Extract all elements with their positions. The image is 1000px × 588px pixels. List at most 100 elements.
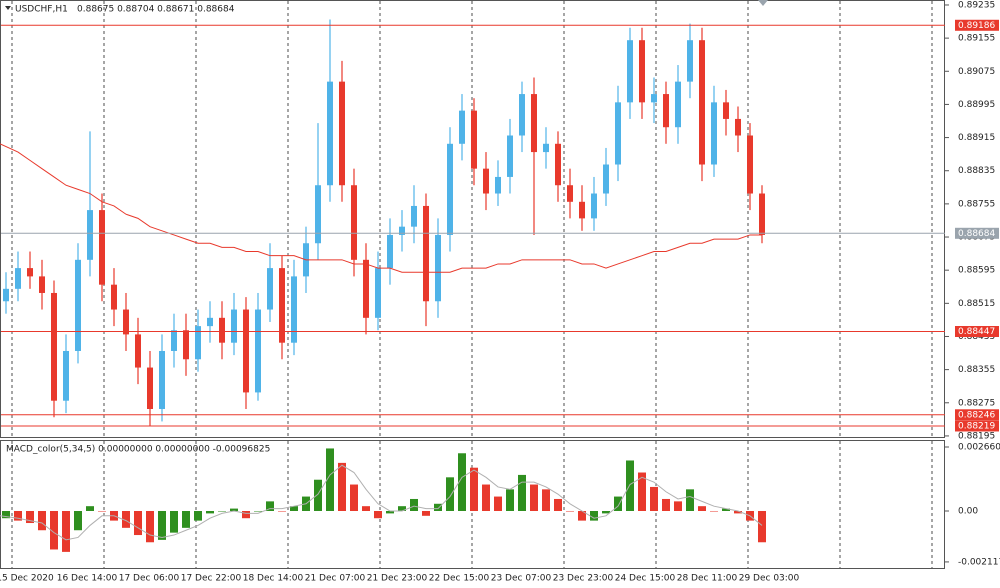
macd-bar bbox=[434, 503, 442, 511]
macd-bar bbox=[266, 501, 274, 511]
macd-bar bbox=[62, 510, 70, 552]
candle-body bbox=[543, 143, 549, 153]
candle-body bbox=[267, 268, 273, 310]
macd-bar bbox=[206, 510, 214, 514]
macd-bar bbox=[170, 510, 178, 533]
macd-bar bbox=[50, 510, 58, 550]
y-tick-label: 0.88595 bbox=[958, 266, 995, 276]
candle-body bbox=[651, 94, 657, 103]
candle-body bbox=[747, 135, 753, 194]
x-tick-label: 17 Dec 06:00 bbox=[119, 574, 180, 584]
candle-body bbox=[339, 81, 345, 186]
candle-body bbox=[375, 268, 381, 318]
x-tick-label: 18 Dec 14:00 bbox=[243, 574, 304, 584]
macd-label: MACD_color(5,34,5) 0.00000000 0.00000000… bbox=[6, 445, 270, 455]
candle-body bbox=[123, 309, 129, 335]
macd-bar bbox=[650, 486, 658, 511]
macd-bar bbox=[674, 501, 682, 511]
macd-bar bbox=[410, 498, 418, 511]
macd-bar bbox=[386, 510, 394, 514]
candle-body bbox=[363, 259, 369, 318]
candle-body bbox=[195, 326, 201, 360]
candle-body bbox=[555, 143, 561, 186]
menu-arrow[interactable] bbox=[5, 6, 11, 10]
candle-body bbox=[591, 193, 597, 219]
candle-body bbox=[507, 135, 513, 177]
candle-body bbox=[687, 40, 693, 82]
candle-body bbox=[627, 40, 633, 103]
candle-body bbox=[159, 350, 165, 409]
macd-bar bbox=[2, 510, 10, 519]
macd-tick-label: 0.00 bbox=[958, 506, 978, 516]
candle-body bbox=[447, 143, 453, 235]
candle-body bbox=[399, 226, 405, 235]
candle-body bbox=[243, 309, 249, 393]
macd-bar bbox=[554, 498, 562, 511]
candle-body bbox=[219, 317, 225, 343]
candle-body bbox=[495, 176, 501, 194]
macd-bar bbox=[566, 510, 574, 512]
macd-bar bbox=[758, 510, 766, 543]
candle-body bbox=[135, 334, 141, 368]
macd-bar bbox=[398, 506, 406, 511]
candle-body bbox=[531, 94, 537, 153]
candle-body bbox=[99, 210, 105, 285]
candle-body bbox=[147, 367, 153, 409]
x-tick-label: 22 Dec 15:00 bbox=[429, 574, 490, 584]
macd-bar bbox=[242, 510, 250, 519]
y-tick-label: 0.88515 bbox=[958, 299, 995, 309]
candle-body bbox=[207, 317, 213, 327]
level-tag bbox=[955, 227, 999, 239]
macd-bar bbox=[626, 460, 634, 511]
candle-body bbox=[411, 205, 417, 227]
macd-bar bbox=[734, 510, 742, 514]
level-label: 0.88447 bbox=[958, 327, 995, 337]
y-tick-label: 0.88755 bbox=[958, 199, 995, 209]
macd-bar bbox=[98, 510, 106, 512]
macd-bar bbox=[134, 510, 142, 536]
macd-bar bbox=[158, 510, 166, 540]
level-tag bbox=[955, 409, 999, 421]
candle-body bbox=[111, 284, 117, 310]
macd-bar bbox=[122, 510, 130, 528]
macd-bar bbox=[458, 453, 466, 511]
x-tick-label: 21 Dec 07:00 bbox=[305, 574, 366, 584]
macd-bar bbox=[470, 467, 478, 511]
level-label: 0.88684 bbox=[958, 229, 995, 239]
macd-tick-label: 0.0026609 bbox=[958, 442, 1000, 452]
macd-bar bbox=[326, 448, 334, 511]
macd-signal bbox=[0, 464, 763, 541]
x-tick-label: 28 Dec 11:00 bbox=[677, 574, 738, 584]
candle-body bbox=[171, 330, 177, 351]
x-tick-label: 23 Dec 23:00 bbox=[553, 574, 614, 584]
x-tick-label: 23 Dec 07:00 bbox=[491, 574, 552, 584]
macd-bar bbox=[146, 510, 154, 543]
macd-bar bbox=[218, 510, 226, 512]
candle-body bbox=[735, 118, 741, 136]
candle-body bbox=[387, 234, 393, 269]
candle-body bbox=[279, 268, 285, 343]
candle-body bbox=[15, 268, 21, 289]
macd-bar bbox=[494, 496, 502, 511]
macd-bar bbox=[374, 510, 382, 519]
macd-bar bbox=[350, 484, 358, 511]
candle-body bbox=[231, 309, 237, 343]
macd-bar bbox=[14, 510, 22, 521]
candle-body bbox=[3, 288, 9, 302]
candle-body bbox=[423, 205, 429, 302]
y-tick-label: 0.89155 bbox=[958, 34, 995, 44]
level-tag bbox=[955, 326, 999, 338]
level-tag bbox=[955, 19, 999, 31]
macd-bar bbox=[230, 508, 238, 511]
macd-bar bbox=[446, 477, 454, 511]
macd-panel bbox=[0, 440, 945, 569]
shift-marker[interactable] bbox=[758, 0, 768, 6]
candle-body bbox=[351, 185, 357, 260]
candle-body bbox=[759, 193, 765, 235]
macd-tick-label: -0.0021170 bbox=[958, 557, 1000, 567]
macd-bar bbox=[314, 479, 322, 511]
macd-bar bbox=[722, 508, 730, 511]
macd-bar bbox=[338, 462, 346, 511]
macd-bar bbox=[518, 474, 526, 511]
x-tick-label: 21 Dec 23:00 bbox=[367, 574, 428, 584]
